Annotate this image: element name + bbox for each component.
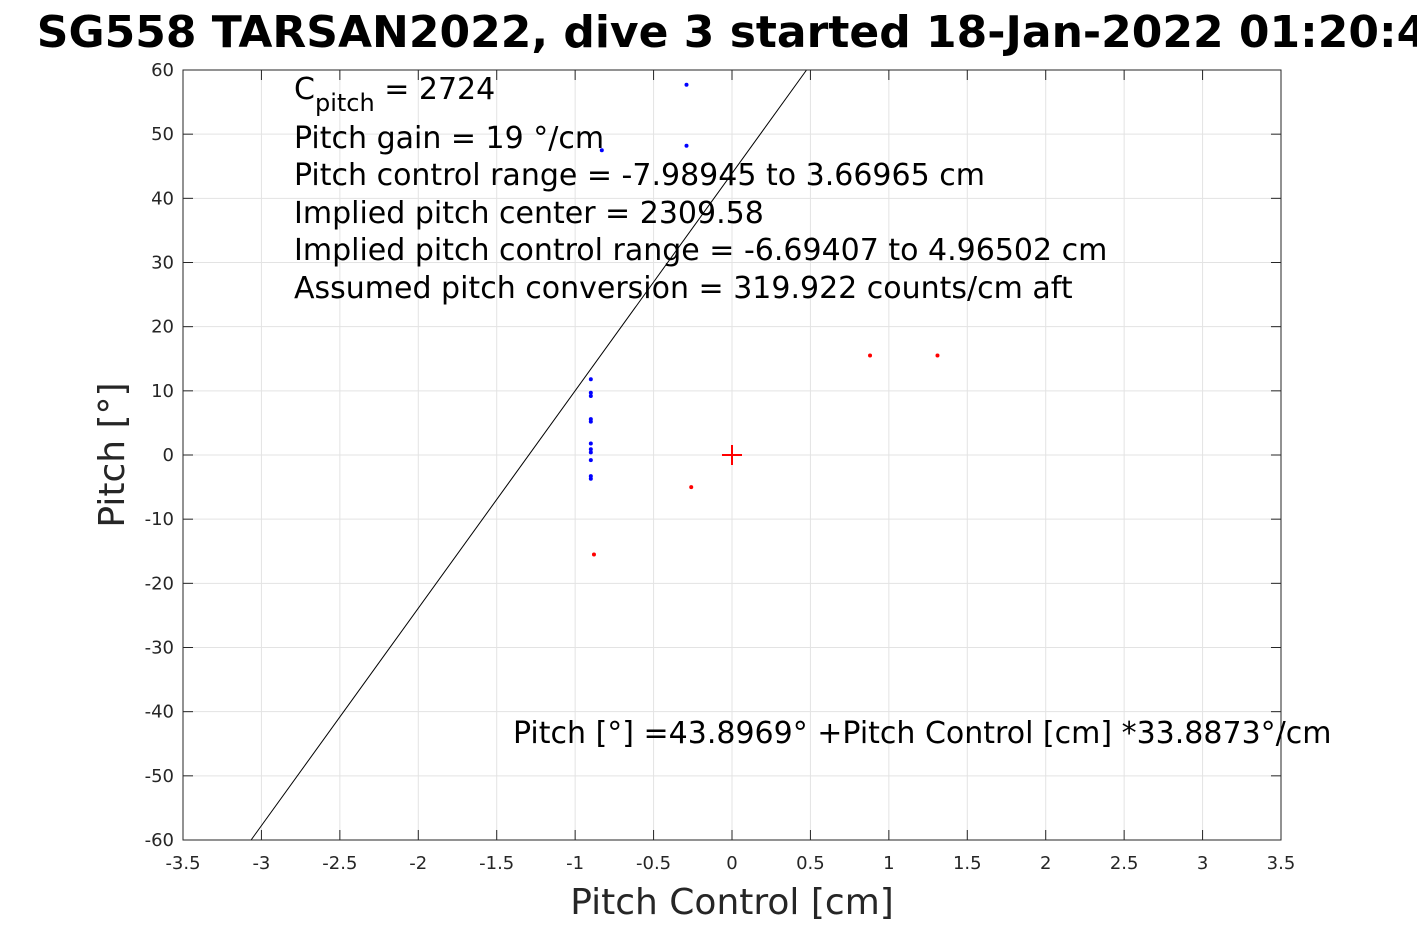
c-pitch-main: C (294, 72, 315, 107)
c-pitch-subscript: pitch (315, 89, 375, 117)
data-point (588, 441, 593, 446)
data-point (684, 82, 689, 87)
y-tick-label: 60 (151, 60, 174, 81)
y-tick-label: 10 (151, 381, 174, 402)
x-tick-label: -1.5 (479, 853, 514, 874)
center-marker (722, 445, 742, 465)
data-point (588, 476, 593, 481)
data-point (588, 450, 593, 455)
x-tick-label: 3.5 (1267, 853, 1296, 874)
data-point (599, 148, 604, 153)
data-point (588, 377, 593, 382)
chart-title: SG558 TARSAN2022, dive 3 started 18-Jan-… (37, 7, 1417, 58)
x-tick-label: 1 (883, 853, 894, 874)
x-tick-label: -3 (252, 853, 270, 874)
data-point (588, 447, 593, 452)
x-axis-label: Pitch Control [cm] (570, 882, 894, 923)
y-tick-label: 30 (151, 253, 174, 274)
data-point (684, 143, 689, 148)
data-point (588, 393, 593, 398)
annotation-pitch-gain: Pitch gain = 19 °/cm (294, 121, 604, 156)
data-point (868, 353, 873, 358)
x-tick-label: -1 (566, 853, 584, 874)
data-point (588, 458, 593, 463)
c-pitch-value: = 2724 (375, 72, 496, 107)
data-points (588, 82, 940, 557)
fit-equation-annotation: Pitch [°] =43.8969° +Pitch Control [cm] … (513, 716, 1331, 751)
y-tick-label: -20 (145, 573, 174, 594)
data-point (591, 552, 596, 557)
annotation-pitch-conversion: Assumed pitch conversion = 319.922 count… (294, 271, 1073, 306)
x-tick-label: -2 (409, 853, 427, 874)
x-tick-label: 3 (1197, 853, 1208, 874)
y-tick-label: -30 (145, 638, 174, 659)
y-tick-label: 50 (151, 124, 174, 145)
x-tick-label: 0.5 (796, 853, 825, 874)
x-tick-label: 2 (1040, 853, 1051, 874)
c-pitch-annotation: Cpitch = 2724 (294, 72, 495, 117)
data-point (588, 419, 593, 424)
y-tick-label: 20 (151, 317, 174, 338)
data-point (689, 485, 694, 490)
annotation-implied-pitch-center: Implied pitch center = 2309.58 (294, 196, 764, 231)
x-axis-ticks: -3.5 -3 -2.5 -2 -1.5 -1 -0.5 0 0.5 1 1.5 2 2.5 3 3.5 (165, 70, 1295, 874)
y-tick-label: -60 (145, 830, 174, 851)
annotation-pitch-control-range: Pitch control range = -7.98945 to 3.6696… (294, 158, 985, 193)
y-axis-ticks: -60 -50 -40 -30 -20 -10 0 10 20 30 40 50 60 (145, 60, 1281, 851)
fit-line (250, 69, 807, 841)
x-tick-label: 0 (726, 853, 737, 874)
y-tick-label: -50 (145, 766, 174, 787)
annotation-implied-control-range: Implied pitch control range = -6.69407 t… (294, 233, 1107, 268)
fit-line-layer (250, 69, 807, 841)
data-point (935, 353, 940, 358)
y-tick-label: 0 (163, 445, 174, 466)
y-axis-label: Pitch [°] (92, 382, 133, 527)
x-tick-label: -3.5 (165, 853, 200, 874)
x-tick-label: -2.5 (322, 853, 357, 874)
data-point (588, 390, 593, 395)
x-tick-label: 1.5 (953, 853, 982, 874)
x-tick-label: -0.5 (636, 853, 671, 874)
y-tick-label: -10 (145, 509, 174, 530)
y-tick-label: -40 (145, 702, 174, 723)
x-tick-label: 2.5 (1110, 853, 1139, 874)
y-tick-label: 40 (151, 188, 174, 209)
